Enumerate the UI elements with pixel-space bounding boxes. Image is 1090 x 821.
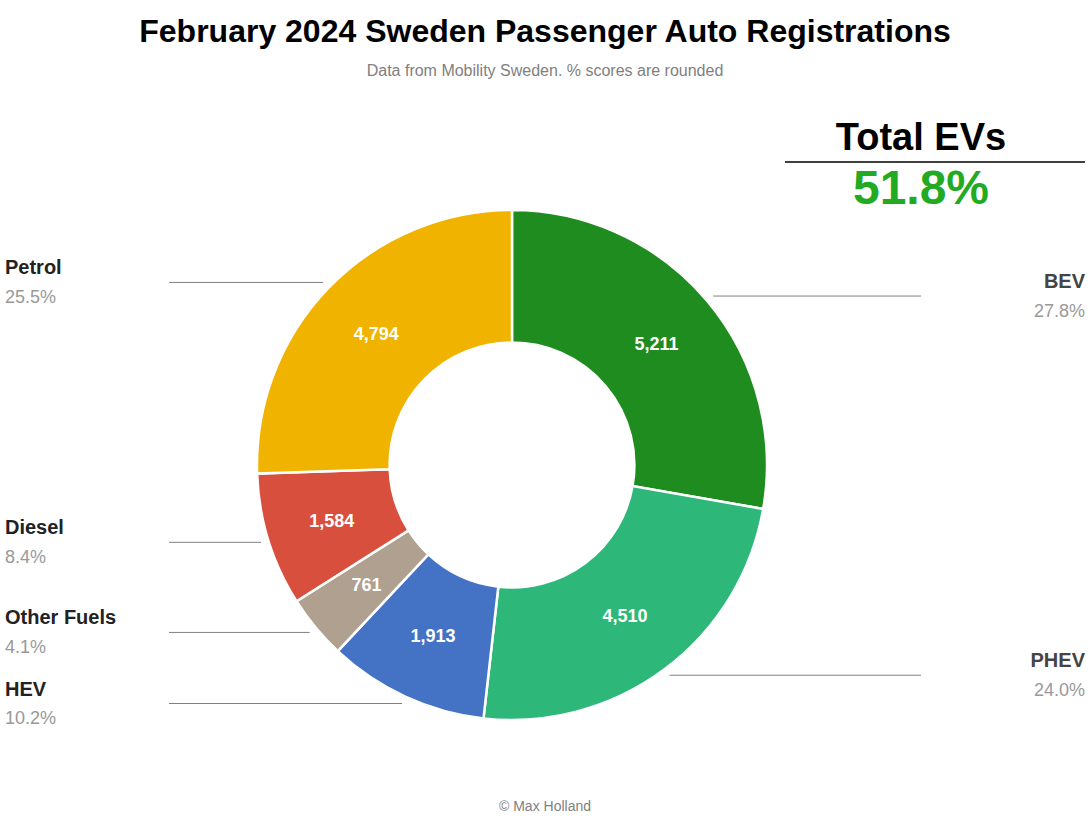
share-label: 4.1% (5, 637, 46, 657)
share-label: 24.0% (1034, 680, 1085, 700)
share-label: 8.4% (5, 547, 46, 567)
slice (257, 469, 408, 601)
data-label: 4,510 (603, 606, 648, 626)
data-label: 761 (352, 575, 382, 595)
total-value: 51.8% (853, 161, 989, 214)
outer-labels: BEV 27.8% PHEV 24.0% HEV 10.2% Other Fuels 4.1%… (5, 256, 1086, 728)
leader-line (169, 632, 310, 633)
subtitle: Data from Mobility Sweden. % scores are … (367, 62, 724, 79)
slice (257, 210, 512, 474)
share-label: 25.5% (5, 287, 56, 307)
category-label: Diesel (5, 516, 64, 538)
share-label: 27.8% (1034, 301, 1085, 321)
total-label: Total EVs (836, 116, 1006, 158)
title: February 2024 Sweden Passenger Auto Regi… (139, 13, 951, 49)
data-label: 5,211 (634, 334, 678, 354)
leader-line (669, 675, 921, 676)
category-label: BEV (1044, 270, 1086, 292)
slice (338, 554, 499, 718)
leader-line (169, 282, 323, 283)
category-label: Petrol (5, 256, 62, 278)
copyright: © Max Holland (499, 798, 591, 814)
category-label: Other Fuels (5, 606, 116, 628)
leader-line (169, 703, 402, 704)
category-label: HEV (5, 678, 47, 700)
leader-line (713, 296, 921, 297)
donut: 5,211 4,510 1,913 761 1,584 4,794 (257, 210, 767, 720)
category-label: PHEV (1031, 649, 1086, 671)
data-label: 1,584 (309, 511, 354, 531)
slice (512, 210, 767, 509)
slice (484, 486, 764, 720)
data-label: 1,913 (410, 626, 455, 646)
chart: February 2024 Sweden Passenger Auto Regi… (0, 0, 1090, 821)
data-label: 4,794 (354, 324, 399, 344)
share-label: 10.2% (5, 708, 56, 728)
leader-line (169, 542, 261, 543)
